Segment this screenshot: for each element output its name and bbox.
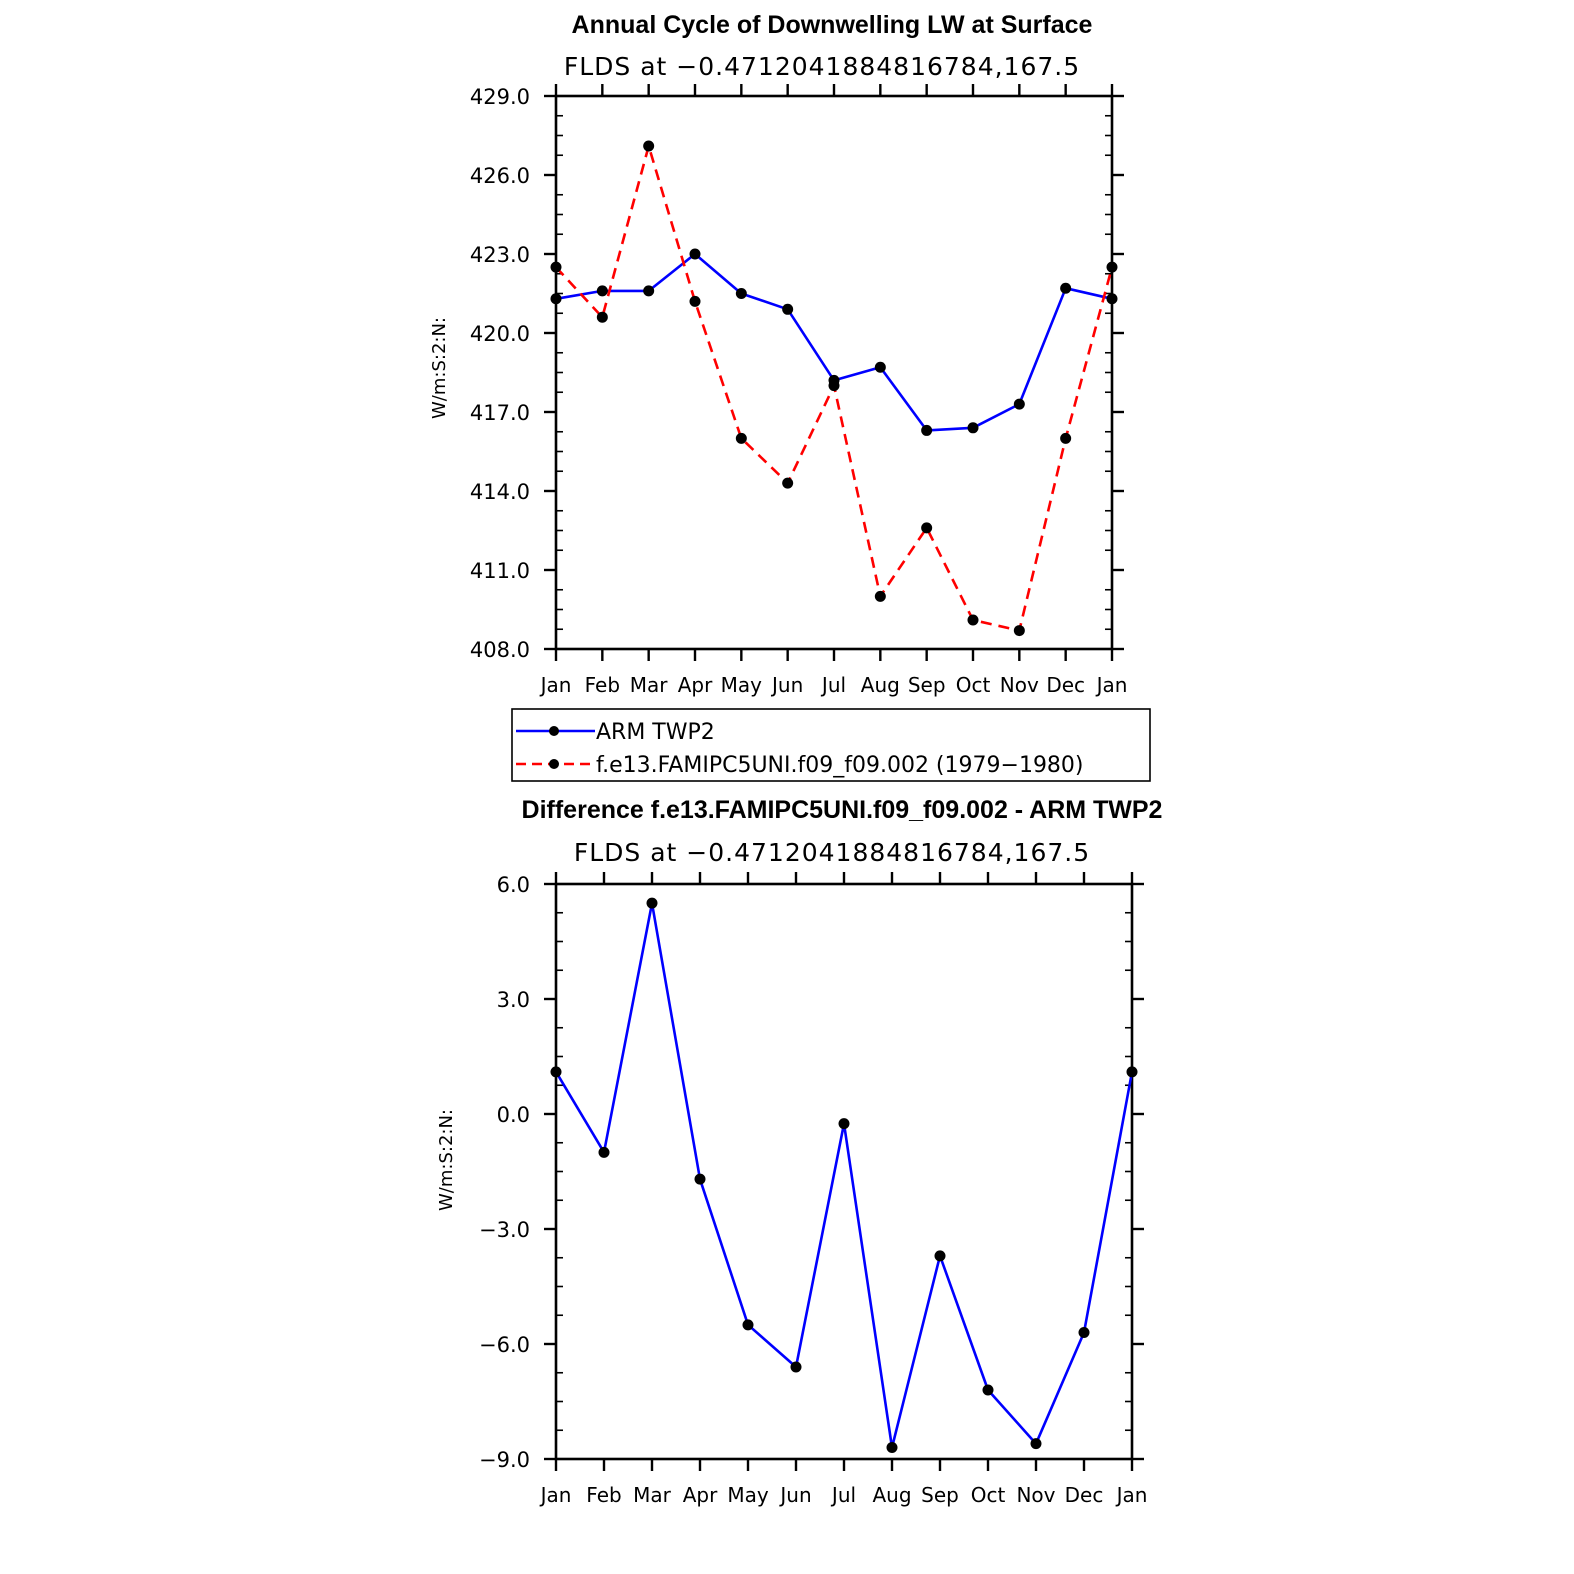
top-series-line-0 xyxy=(555,252,1113,432)
bottom-y-tick-label: 0.0 xyxy=(497,1103,530,1127)
top-series-1-point xyxy=(1106,261,1118,273)
bottom-chart-subtitle: FLDS at −0.4712041884816784,167.5 xyxy=(574,838,1090,867)
top-plot-frame xyxy=(554,94,1114,651)
top-series-1-point xyxy=(550,261,562,273)
top-series-1-point xyxy=(689,295,701,307)
top-x-tick-label: Sep xyxy=(908,673,946,697)
top-series-0-point xyxy=(550,293,562,305)
bottom-y-tick-label: 6.0 xyxy=(497,873,530,897)
top-y-tick-label: 423.0 xyxy=(470,243,530,267)
bottom-x-tick-label: Aug xyxy=(872,1483,911,1507)
top-series-0-point xyxy=(1013,398,1025,410)
top-series-1-point xyxy=(735,432,747,444)
bottom-series-0-point xyxy=(598,1146,610,1158)
top-series-1-point xyxy=(643,140,655,152)
bottom-chart-panel: Difference f.e13.FAMIPC5UNI.f09_f09.002 … xyxy=(436,796,1162,1507)
bottom-series-0-point xyxy=(1078,1327,1090,1338)
bottom-chart-plot-area: −9.0 −6.0 −3.0 0.0 3.0 6.0 Jan Feb Mar Apr May Jun J… xyxy=(479,872,1147,1507)
top-x-tick-label: Mar xyxy=(630,673,669,697)
bottom-series-0-point xyxy=(646,897,658,909)
legend-label-model: f.e13.FAMIPC5UNI.f09_f09.002 (1979−1980) xyxy=(596,753,1084,778)
bottom-y-tick-label: −9.0 xyxy=(479,1448,530,1472)
top-series-1-point xyxy=(1013,625,1025,637)
bottom-series-0-point xyxy=(1030,1438,1042,1450)
bottom-x-tick-label: Nov xyxy=(1016,1483,1055,1507)
bottom-y-tick-label: 3.0 xyxy=(497,988,530,1012)
legend-marker-model xyxy=(549,759,559,769)
top-series-0-point xyxy=(689,248,701,260)
top-series-1-point xyxy=(782,477,794,489)
bottom-x-tick-label: Jun xyxy=(778,1483,811,1507)
bottom-series-0-point xyxy=(886,1442,898,1453)
legend-box xyxy=(511,708,1151,782)
top-x-tick-label: Nov xyxy=(1000,673,1039,697)
top-x-tick-label: Jul xyxy=(820,673,846,697)
top-chart-panel: Annual Cycle of Downwelling LW at Surfac… xyxy=(429,11,1127,697)
top-y-tick-label: 414.0 xyxy=(470,480,530,504)
top-y-tick-label: 420.0 xyxy=(470,322,530,346)
top-y-tick-label: 408.0 xyxy=(470,638,530,662)
top-series-1-point xyxy=(828,380,840,392)
bottom-series-line-0 xyxy=(554,901,1134,1449)
top-x-tick-label: Aug xyxy=(861,673,900,697)
top-x-tick-label: Dec xyxy=(1046,673,1085,697)
top-x-tick-label: Feb xyxy=(585,673,620,697)
top-x-tick-label: May xyxy=(721,673,763,697)
bottom-x-tick-label: Jan xyxy=(1115,1483,1148,1507)
top-series-1-point xyxy=(1060,432,1072,444)
bottom-x-tick-label: Jul xyxy=(830,1483,856,1507)
top-x-tick-label: Jan xyxy=(539,673,572,697)
bottom-plot-frame xyxy=(554,882,1134,1461)
top-x-tick-label: Oct xyxy=(956,673,991,697)
top-chart-plot-area: 408.0 411.0 414.0 417.0 420.0 423.0 426.0 429.0… xyxy=(470,84,1128,697)
top-series-0-point xyxy=(1060,282,1072,294)
bottom-series-0-point xyxy=(742,1319,754,1331)
top-x-tick-label: Jun xyxy=(770,673,803,697)
top-series-1-point xyxy=(921,522,933,534)
bottom-x-tick-label: Oct xyxy=(971,1483,1006,1507)
top-y-tick-label: 417.0 xyxy=(470,401,530,425)
top-series-1-point xyxy=(967,614,979,626)
bottom-series-0-point xyxy=(550,1066,562,1078)
top-series-1-point xyxy=(596,311,608,323)
top-chart-title: Annual Cycle of Downwelling LW at Surfac… xyxy=(572,11,1093,39)
bottom-series-0-point xyxy=(982,1384,994,1396)
top-series-0-point xyxy=(921,424,933,436)
bottom-chart-y-axis-label: W/m:S:2:N: xyxy=(436,1109,457,1211)
legend-label-arm-twp2: ARM TWP2 xyxy=(596,720,715,745)
top-series-0-point xyxy=(596,285,608,297)
top-series-0-point xyxy=(874,361,886,373)
bottom-series-0-point xyxy=(838,1118,850,1130)
top-series-1-point xyxy=(874,590,886,602)
bottom-chart-title: Difference f.e13.FAMIPC5UNI.f09_f09.002 … xyxy=(522,796,1163,824)
top-y-tick-label: 411.0 xyxy=(470,559,530,583)
bottom-x-tick-label: Apr xyxy=(683,1483,718,1507)
bottom-series-0-point xyxy=(934,1250,946,1262)
top-series-0-point xyxy=(1106,293,1118,305)
bottom-y-tick-label: −3.0 xyxy=(479,1218,530,1242)
bottom-x-tick-label: May xyxy=(727,1483,769,1507)
top-chart-subtitle: FLDS at −0.4712041884816784,167.5 xyxy=(564,52,1080,81)
top-series-0-point xyxy=(735,288,747,299)
bottom-series-0-point xyxy=(1126,1066,1138,1078)
top-y-tick-label: 426.0 xyxy=(470,164,530,188)
top-y-tick-label: 429.0 xyxy=(470,85,530,109)
top-chart-y-axis-label: W/m:S:2:N: xyxy=(429,317,450,419)
bottom-x-tick-label: Sep xyxy=(921,1483,959,1507)
top-series-0-point xyxy=(643,285,655,297)
bottom-y-tick-label: −6.0 xyxy=(479,1333,530,1357)
bottom-x-tick-label: Feb xyxy=(586,1483,621,1507)
legend: ARM TWP2 f.e13.FAMIPC5UNI.f09_f09.002 (1… xyxy=(511,708,1151,782)
bottom-x-tick-label: Jan xyxy=(539,1483,572,1507)
bottom-x-tick-label: Dec xyxy=(1065,1483,1104,1507)
top-x-tick-label: Apr xyxy=(678,673,713,697)
bottom-series-0-point xyxy=(790,1361,802,1373)
bottom-series-0-point xyxy=(694,1173,706,1185)
bottom-x-tick-label: Mar xyxy=(633,1483,672,1507)
top-x-tick-label: Jan xyxy=(1095,673,1128,697)
top-series-0-point xyxy=(782,303,794,315)
top-series-0-point xyxy=(967,422,979,434)
legend-marker-arm-twp2 xyxy=(549,726,559,736)
